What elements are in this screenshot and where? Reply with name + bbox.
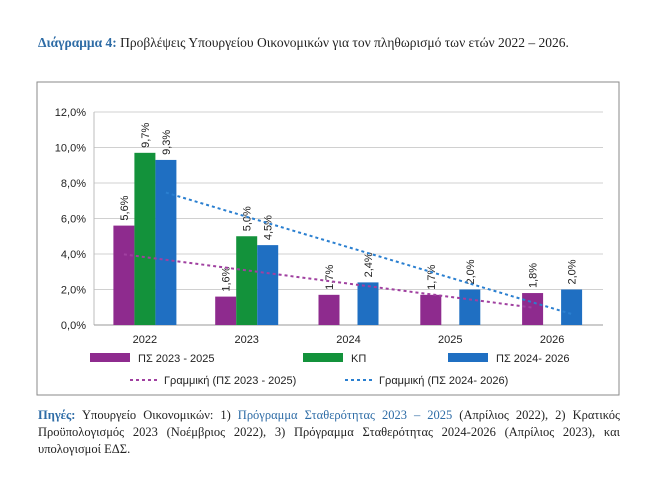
source-rest: (Απρίλιος 2022), 2) Κρατικός Προϋπολογισ… (38, 408, 621, 456)
data-label: 1,7% (324, 265, 336, 290)
data-label: 4,5% (263, 215, 275, 240)
legend-label: Γραμμική (ΠΣ 2024- 2026) (379, 375, 508, 387)
chart-title: Διάγραμμα 4: Προβλέψεις Υπουργείου Οικον… (38, 34, 628, 52)
data-label: 9,3% (161, 130, 173, 155)
chart-title-text: Προβλέψεις Υπουργείου Οικονομικών για το… (120, 35, 569, 50)
bar (522, 293, 544, 325)
bar (236, 236, 258, 325)
data-label: 2,0% (465, 259, 477, 284)
legend-swatch (448, 353, 488, 362)
source-link[interactable]: Πρόγραμμα Σταθερότητας 2023 – 2025 (237, 408, 453, 422)
bar (420, 294, 442, 325)
data-label: 5,0% (242, 206, 254, 231)
trendline (165, 191, 572, 315)
data-label: 2,0% (567, 259, 579, 284)
y-tick-label: 2,0% (61, 285, 86, 297)
data-label: 9,7% (140, 123, 152, 148)
source-note: Πηγές: Υπουργείο Οικονομικών: 1) Πρόγραμ… (38, 407, 620, 458)
x-tick-label: 2026 (540, 334, 564, 346)
chart: 0,0% 2,0% 4,0% 6,0% 8,0% 10,0% 12,0% 5,6% 9,7% 9,… (36, 81, 620, 396)
legend-label: ΠΣ 2023 - 2025 (138, 353, 215, 365)
x-tick-label: 2023 (234, 334, 258, 346)
source-label: Πηγές: (38, 408, 76, 422)
chart-title-label: Διάγραμμα 4: (38, 35, 117, 50)
y-tick-label: 10,0% (55, 143, 86, 155)
x-tick-label: 2022 (133, 334, 157, 346)
bar (155, 159, 177, 325)
data-label: 2,4% (363, 252, 375, 277)
legend-swatch (303, 353, 343, 362)
x-tick-label: 2024 (336, 334, 360, 346)
data-label: 1,8% (528, 263, 540, 288)
data-label: 1,6% (221, 266, 233, 291)
y-tick-label: 12,0% (55, 107, 86, 119)
bar (257, 245, 279, 325)
legend-label: ΠΣ 2024- 2026 (496, 353, 569, 365)
y-tick-label: 8,0% (61, 178, 86, 190)
y-tick-label: 0,0% (61, 320, 86, 332)
trendline (123, 253, 533, 309)
bar (113, 225, 135, 325)
legend-label: Γραμμική (ΠΣ 2023 - 2025) (164, 375, 296, 387)
bar (215, 296, 237, 325)
x-tick-label: 2025 (438, 334, 462, 346)
y-tick-label: 6,0% (61, 214, 86, 226)
source-prefix: Υπουργείο Οικονομικών: 1) (82, 408, 231, 422)
data-label: 5,6% (119, 195, 131, 220)
bar (459, 289, 481, 325)
bar (561, 289, 583, 325)
legend-swatch (90, 353, 130, 362)
bar (357, 282, 379, 325)
y-tick-label: 4,0% (61, 249, 86, 261)
bar (318, 294, 340, 325)
data-label: 1,7% (426, 265, 438, 290)
legend-label: ΚΠ (351, 353, 366, 365)
bar (134, 152, 156, 325)
